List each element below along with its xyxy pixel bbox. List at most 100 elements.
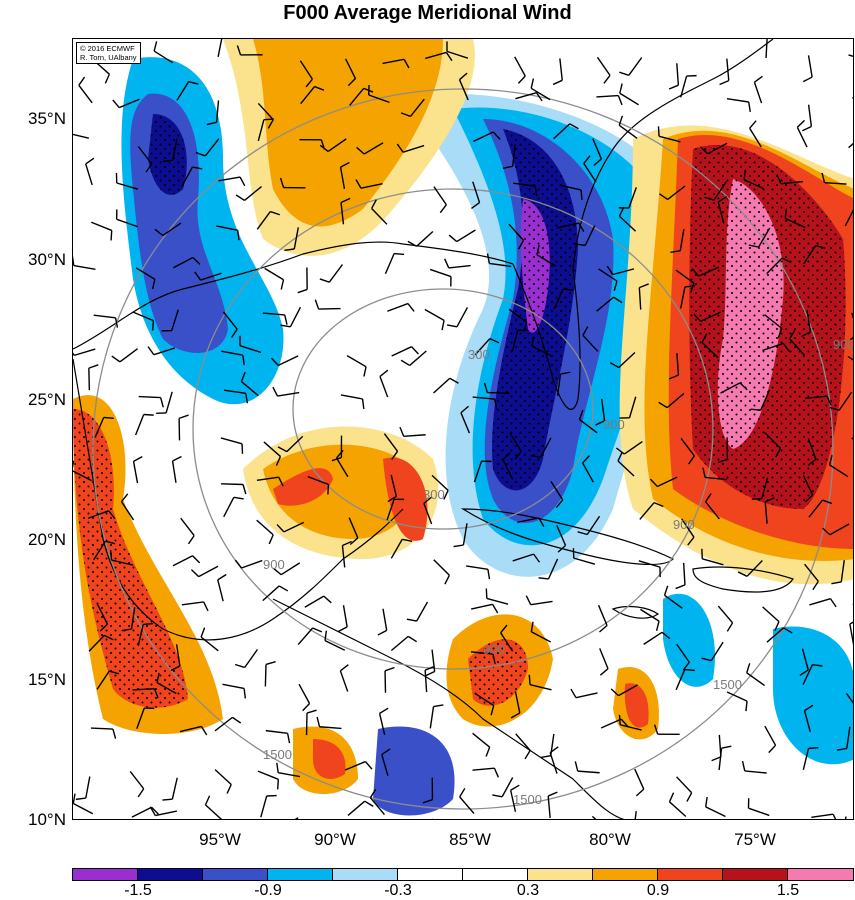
wind-barb — [675, 562, 686, 590]
wind-barb — [319, 138, 347, 152]
wind-barb — [96, 670, 120, 690]
wind-barb — [348, 517, 359, 546]
wind-barb — [805, 395, 832, 406]
wind-barb — [223, 389, 249, 404]
lat-label-10n: 10°N — [28, 810, 66, 829]
wind-barb — [836, 726, 851, 751]
contour-ring-inner — [292, 288, 594, 530]
wind-barb — [747, 798, 770, 817]
wind-barb — [324, 630, 346, 651]
contour-label: 900 — [263, 557, 285, 572]
wind-barb — [618, 206, 637, 232]
wind-barb — [582, 326, 599, 352]
field-red-center-b — [383, 457, 428, 541]
wind-barb — [737, 559, 763, 577]
wind-barb — [299, 60, 313, 88]
wind-barb — [341, 540, 352, 568]
contour-label: 900 — [833, 337, 854, 352]
wind-barb — [802, 104, 813, 132]
wind-barb — [307, 475, 330, 495]
wind-barb — [294, 817, 299, 819]
wind-barb — [852, 603, 853, 606]
wind-barb — [153, 41, 174, 64]
wind-barb — [355, 179, 383, 189]
wind-barb — [73, 133, 89, 139]
contour-label: 1500 — [263, 747, 292, 762]
wind-barb — [222, 311, 238, 338]
wind-barb — [390, 635, 418, 652]
wind-barb — [570, 688, 598, 699]
contour-label: 300 — [423, 487, 445, 502]
field-cyan-southeast — [663, 593, 715, 687]
wind-barb — [262, 585, 289, 602]
wind-barb — [811, 813, 837, 819]
wind-barb — [511, 329, 528, 353]
wind-barb — [453, 523, 468, 548]
wind-barb — [796, 119, 808, 148]
wind-barb — [749, 120, 762, 148]
shaded-field — [73, 39, 853, 816]
wind-barb — [829, 391, 853, 411]
wind-barb — [591, 815, 597, 819]
contour-label: 900 — [483, 642, 505, 657]
wind-barb — [425, 51, 453, 62]
wind-barb — [280, 306, 302, 328]
colorbar-label-0-9: 0.9 — [646, 882, 670, 899]
contour-labels: 300 300 900 900 900 900 1500 1500 1500 900 — [263, 337, 854, 807]
field-red-south-b — [313, 739, 346, 779]
wind-barb — [387, 302, 415, 312]
wind-barb — [668, 353, 680, 380]
wind-barb — [609, 351, 636, 369]
wind-barb — [803, 704, 814, 733]
wind-barb — [399, 426, 426, 438]
wind-barb — [701, 548, 724, 566]
wind-barb — [618, 115, 638, 139]
wind-barb — [448, 229, 476, 243]
wind-barb — [748, 227, 771, 248]
wind-barb — [668, 792, 687, 818]
wind-barb — [675, 668, 695, 691]
wind-barb — [384, 666, 395, 693]
wind-barb — [680, 74, 697, 98]
wind-barb — [474, 337, 500, 356]
wind-barb — [390, 538, 413, 559]
wind-barb — [316, 716, 342, 730]
wind-barb — [726, 97, 751, 112]
wind-barb — [297, 627, 323, 646]
wind-barb — [93, 314, 119, 328]
wind-barb — [346, 355, 367, 377]
wind-barb — [847, 355, 853, 361]
wind-barb — [595, 398, 606, 426]
wind-barb — [550, 480, 564, 509]
wind-barb — [147, 346, 176, 356]
colorbar-label-1-5: 1.5 — [776, 882, 800, 899]
wind-barb — [704, 181, 727, 201]
wind-barb — [668, 63, 680, 90]
wind-barb — [848, 54, 853, 58]
wind-barb — [540, 733, 555, 759]
chart-title: F000 Average Meridional Wind — [283, 2, 572, 24]
wind-barb — [263, 441, 282, 466]
wind-barb — [256, 519, 274, 545]
wind-barb — [764, 432, 782, 458]
wind-barb — [802, 55, 813, 83]
contour-label: 1500 — [713, 677, 742, 692]
wind-barb — [717, 605, 734, 632]
wind-barb — [204, 795, 223, 819]
wind-barb — [699, 142, 728, 155]
wind-barb — [578, 409, 598, 434]
wind-barb — [513, 182, 538, 197]
wind-barb — [680, 437, 695, 465]
wind-barb — [658, 392, 685, 409]
wind-barb — [577, 515, 601, 536]
lon-label-95w: 95°W — [199, 830, 241, 849]
colorbar-swatch-10 — [723, 869, 788, 880]
colorbar-swatch-8 — [593, 869, 658, 880]
wind-barb — [378, 707, 389, 735]
wind-barb — [131, 806, 160, 818]
colorbar-swatch-7 — [528, 869, 593, 880]
wind-barb — [764, 497, 775, 524]
wind-barb — [340, 394, 365, 409]
wind-barb — [134, 413, 154, 436]
wind-barb — [223, 496, 244, 518]
